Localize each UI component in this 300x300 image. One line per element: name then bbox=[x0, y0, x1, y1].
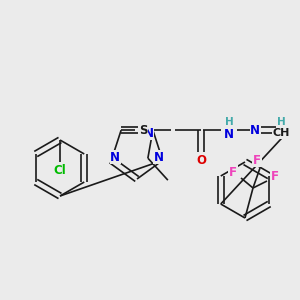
Text: N: N bbox=[250, 124, 260, 137]
Text: F: F bbox=[253, 154, 261, 166]
Text: F: F bbox=[229, 166, 237, 178]
Text: H: H bbox=[225, 117, 233, 127]
Text: N: N bbox=[224, 128, 234, 141]
Text: N: N bbox=[110, 151, 120, 164]
Text: N: N bbox=[144, 127, 154, 140]
Text: O: O bbox=[196, 154, 206, 167]
Text: S: S bbox=[139, 124, 147, 137]
Text: H: H bbox=[277, 117, 286, 127]
Text: F: F bbox=[271, 169, 279, 182]
Text: CH: CH bbox=[272, 128, 290, 138]
Text: Cl: Cl bbox=[54, 164, 66, 176]
Text: N: N bbox=[154, 151, 164, 164]
